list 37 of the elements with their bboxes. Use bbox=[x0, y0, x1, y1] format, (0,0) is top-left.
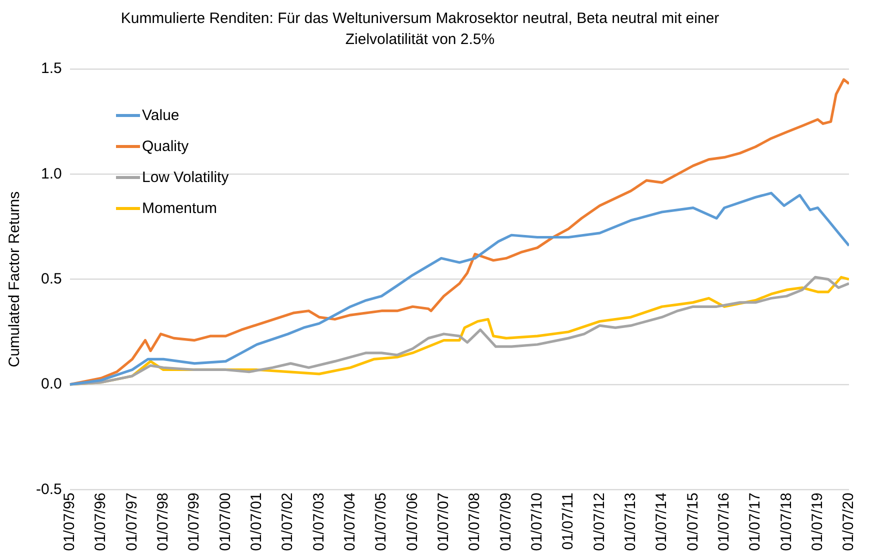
y-axis-title: Cumulated Factor Returns bbox=[6, 191, 24, 368]
y-tick-label: 1.5 bbox=[40, 60, 62, 78]
x-tick-label: 01/07/96 bbox=[92, 492, 110, 551]
x-tick-label: 01/07/14 bbox=[653, 492, 670, 551]
x-tick-label: 01/07/02 bbox=[279, 492, 296, 551]
y-tick-label: 0.0 bbox=[40, 376, 62, 393]
y-tick-label: 0.5 bbox=[40, 270, 62, 288]
x-tick-label: 01/07/11 bbox=[560, 492, 577, 550]
x-tick-label: 01/07/97 bbox=[123, 492, 140, 551]
x-tick-label: 01/07/06 bbox=[404, 492, 421, 551]
legend-label: Momentum bbox=[142, 200, 218, 217]
x-tick-label: 01/07/16 bbox=[715, 492, 732, 551]
x-tick-label: 01/07/00 bbox=[216, 492, 234, 551]
x-tick-label: 01/07/17 bbox=[746, 492, 764, 551]
legend-label: Quality bbox=[142, 138, 189, 155]
x-tick-label: 01/07/98 bbox=[154, 492, 172, 551]
x-tick-label: 01/07/18 bbox=[778, 492, 795, 551]
x-tick-label: 01/07/15 bbox=[684, 492, 702, 551]
x-tick-label: 01/07/20 bbox=[840, 492, 858, 551]
x-tick-label: 01/07/07 bbox=[434, 492, 452, 551]
y-tick-label: -0.5 bbox=[36, 480, 62, 498]
x-tick-label: 01/07/09 bbox=[497, 492, 514, 551]
x-tick-label: 01/07/04 bbox=[342, 492, 359, 551]
x-tick-label: 01/07/12 bbox=[590, 492, 608, 551]
x-tick-label: 01/07/19 bbox=[808, 492, 826, 551]
chart-title: Kummulierte Renditen: Für das Weltuniversum Makrosektor neutral, Beta neutral mit einer Zielvolatilität von 2.5% bbox=[120, 9, 720, 50]
x-tick-label: 01/07/03 bbox=[310, 492, 328, 551]
legend-label: Low Volatility bbox=[142, 169, 229, 186]
x-tick-label: 01/07/99 bbox=[186, 492, 203, 551]
y-tick-label: 1.0 bbox=[40, 165, 62, 182]
x-tick-label: 01/07/08 bbox=[466, 492, 484, 551]
legend-label: Value bbox=[142, 107, 180, 124]
x-tick-label: 01/07/10 bbox=[528, 492, 546, 551]
x-tick-label: 01/07/95 bbox=[60, 492, 78, 551]
x-tick-label: 01/07/01 bbox=[248, 492, 266, 551]
x-tick-label: 01/07/13 bbox=[622, 492, 639, 551]
x-tick-label: 01/07/05 bbox=[372, 492, 390, 551]
